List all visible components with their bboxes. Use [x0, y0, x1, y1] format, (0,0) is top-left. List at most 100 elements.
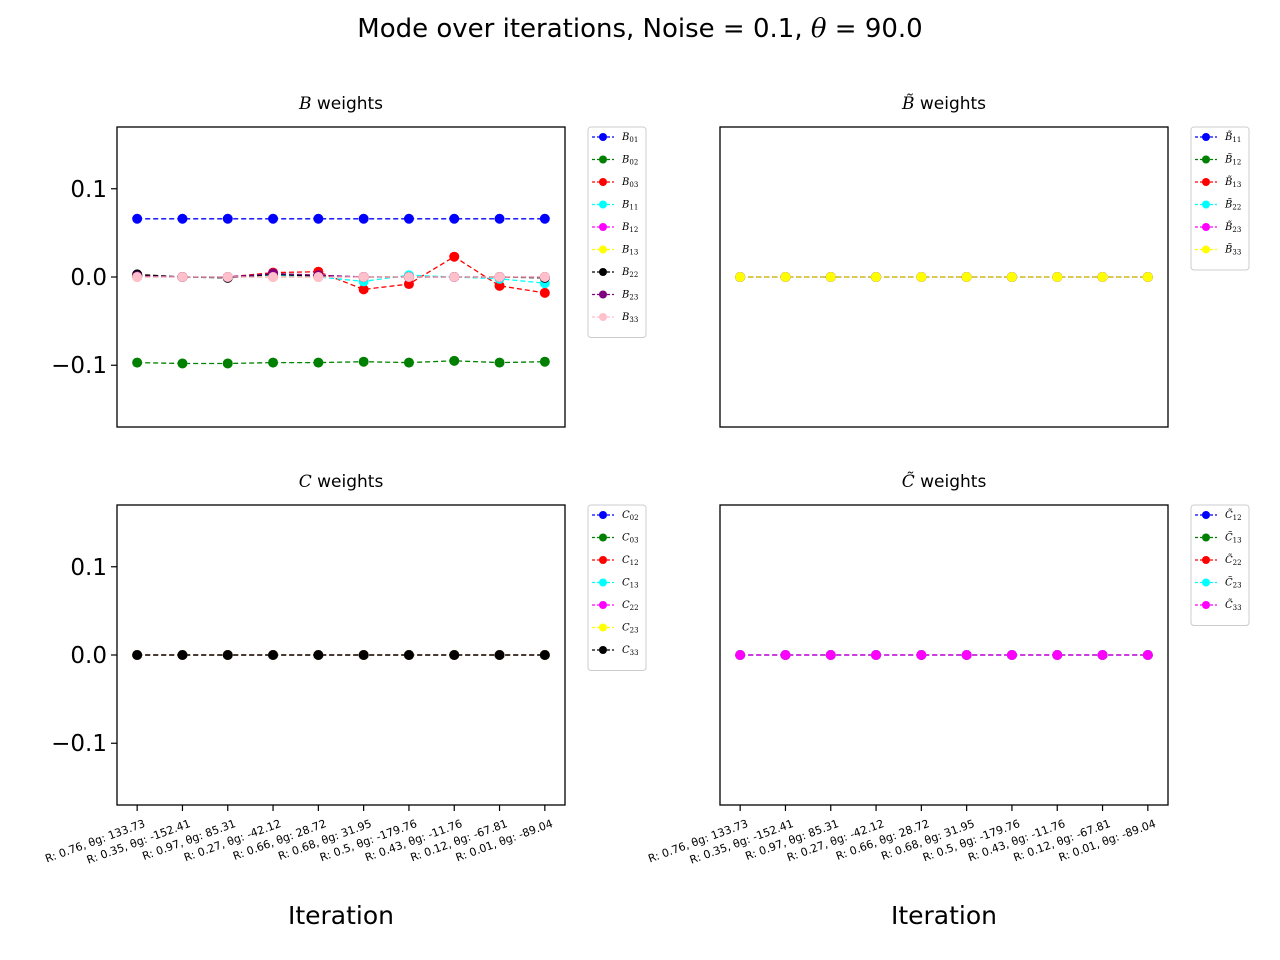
data-point: [177, 650, 188, 660]
legend-label: C̃23: [1225, 577, 1242, 590]
panel-title-symbol: C̃: [902, 472, 915, 492]
legend-label-base: B: [621, 177, 629, 188]
series-line-03: [137, 255, 545, 294]
legend-label-base: B: [621, 155, 629, 166]
data-point: [1052, 650, 1063, 660]
legend-marker: [599, 313, 607, 321]
data-point: [825, 272, 836, 282]
legend-label: B̃23: [1224, 221, 1241, 234]
legend-label: C03: [622, 533, 639, 545]
legend-marker: [599, 533, 607, 542]
legend-label-base: B: [621, 290, 629, 301]
legend-label-sub: 33: [1233, 604, 1242, 612]
data-point: [358, 213, 369, 224]
data-point: [403, 650, 414, 660]
series-line-02: [137, 360, 545, 365]
legend-label: B01: [621, 132, 638, 144]
legend-label-sub: 33: [629, 316, 638, 324]
data-point: [222, 272, 233, 282]
legend-label-sub: 12: [629, 226, 638, 234]
legend-marker: [599, 578, 607, 587]
legend-label-base: B̃: [1224, 244, 1232, 256]
plot-frame: [719, 126, 1169, 428]
data-point: [358, 650, 369, 660]
legend-label-base: C̃: [1225, 554, 1233, 566]
data-point: [403, 213, 414, 224]
data-point: [268, 357, 279, 368]
legend-label-sub: 13: [630, 582, 639, 590]
data-point: [313, 650, 324, 660]
legend-label-sub: 13: [1233, 537, 1242, 545]
legend-label-sub: 23: [629, 294, 638, 302]
legend-label-sub: 11: [1232, 136, 1241, 144]
y-tick-label: −0.1: [51, 731, 107, 757]
legend-marker: [599, 646, 607, 654]
data-point: [177, 213, 188, 224]
legend-marker: [1202, 200, 1210, 209]
panel-title-symbol: B̃: [901, 94, 915, 114]
data-point: [132, 272, 143, 282]
legend-marker: [1202, 556, 1210, 564]
data-point: [1052, 272, 1063, 282]
legend-label: C33: [622, 645, 639, 657]
legend-label: C02: [622, 510, 639, 522]
legend-label-sub: 33: [630, 649, 639, 657]
data-point: [494, 213, 505, 224]
legend-marker: [599, 511, 607, 519]
data-point: [539, 287, 550, 298]
legend-marker: [1202, 178, 1210, 186]
data-point: [1097, 650, 1108, 660]
legend-label: B33: [621, 312, 638, 324]
x-axis-label: Iteration: [891, 901, 997, 930]
legend-marker: [1202, 133, 1210, 141]
data-point: [780, 650, 791, 660]
legend-label-sub: 03: [629, 181, 638, 189]
legend-marker: [599, 623, 607, 632]
legend-label-sub: 23: [1233, 582, 1242, 590]
legend-marker: [599, 290, 607, 299]
data-point: [494, 650, 505, 660]
legend-marker: [599, 556, 607, 564]
legend-marker: [1202, 578, 1210, 587]
data-point: [268, 272, 279, 282]
data-point: [449, 650, 460, 660]
legend-label-base: C: [622, 623, 630, 634]
y-tick-label: −0.1: [51, 353, 107, 379]
data-point: [222, 650, 233, 660]
legend-label-sub: 12: [1232, 159, 1241, 167]
data-point: [539, 356, 550, 367]
data-point: [494, 272, 505, 282]
panel-title-text: weights: [312, 472, 384, 492]
data-point: [780, 272, 791, 282]
legend-label-base: B: [621, 132, 629, 143]
legend-label: B̃11: [1224, 131, 1241, 144]
panel-title-symbol: C: [299, 472, 312, 492]
legend-label: C̃12: [1225, 509, 1242, 522]
legend-label-base: B̃: [1224, 176, 1232, 188]
data-point: [403, 357, 414, 368]
legend-label: C22: [622, 600, 639, 612]
legend-marker: [1202, 511, 1210, 519]
data-point: [825, 650, 836, 660]
legend-label-sub: 03: [630, 537, 639, 545]
legend-label-sub: 23: [630, 627, 639, 635]
figure-title-prefix: Mode over iterations, Noise = 0.1,: [357, 14, 811, 44]
legend-label: B22: [621, 267, 638, 279]
legend-label: B̃33: [1224, 244, 1241, 257]
legend-marker: [599, 178, 607, 186]
y-tick-label: 0.0: [70, 643, 107, 669]
legend-label-sub: 11: [629, 204, 638, 212]
legend-label-base: C: [622, 578, 630, 589]
legend-label-base: B̃: [1224, 199, 1232, 211]
data-point: [961, 650, 972, 660]
data-point: [1142, 272, 1153, 282]
legend-label-base: C: [622, 555, 630, 566]
legend-label-sub: 01: [629, 136, 638, 144]
panel-title: C̃ weights: [902, 472, 987, 492]
legend-label-base: B: [621, 312, 629, 323]
legend-label-sub: 22: [1232, 204, 1241, 212]
legend-label-base: C: [622, 510, 630, 521]
y-tick-label: 0.1: [70, 177, 107, 203]
legend-label-sub: 22: [1233, 559, 1242, 567]
